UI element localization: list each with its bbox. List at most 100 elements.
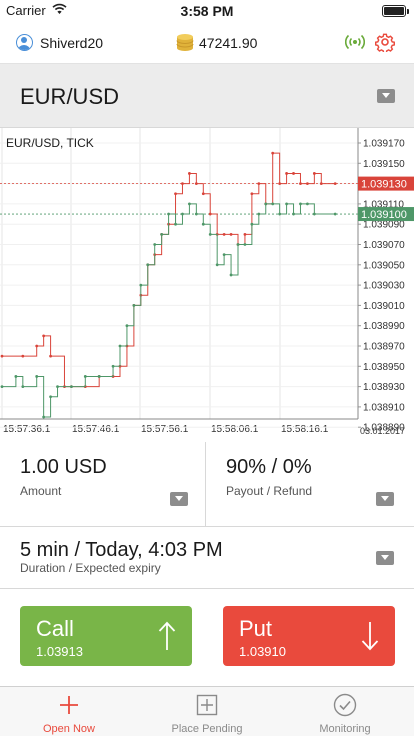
user-icon[interactable] bbox=[16, 34, 33, 51]
bid-point bbox=[125, 324, 129, 328]
y-tick-label: 1.038950 bbox=[363, 362, 405, 373]
bid-point bbox=[139, 283, 143, 287]
bid-point bbox=[14, 375, 18, 378]
chevron-down-icon[interactable] bbox=[170, 492, 188, 506]
amount-field[interactable]: 1.00 USD Amount bbox=[0, 442, 205, 526]
ask-point bbox=[299, 182, 302, 185]
instrument-selector[interactable]: EUR/USD bbox=[0, 64, 414, 128]
arrow-down-icon bbox=[361, 622, 379, 651]
amount-payout-row: 1.00 USD Amount 90% / 0% Payout / Refund bbox=[0, 442, 414, 527]
ask-point bbox=[250, 192, 254, 196]
bid-point bbox=[188, 202, 191, 206]
bid-point bbox=[146, 263, 150, 267]
put-label: Put bbox=[239, 616, 273, 641]
chart-svg: 15:57:36.1 15:57:46.1 15:57:56.1 15:58:06.1… bbox=[0, 128, 414, 436]
chart-title: EUR/USD, TICK bbox=[6, 136, 94, 150]
y-tick-label: 1.039030 bbox=[363, 281, 405, 292]
ask-point bbox=[21, 354, 25, 358]
tab-place-pending[interactable]: Place Pending bbox=[138, 687, 276, 736]
price-marker-label: 1.039100 bbox=[361, 209, 407, 221]
x-tick-label: 15:58:16.1 bbox=[281, 424, 329, 435]
bid-point bbox=[306, 202, 309, 206]
battery-icon bbox=[382, 5, 409, 17]
duration-label: Duration / Expected expiry bbox=[20, 561, 161, 575]
ask-point bbox=[42, 334, 46, 338]
ask-point bbox=[278, 182, 282, 185]
call-button[interactable]: Call 1.03913 bbox=[20, 606, 192, 666]
bid-point bbox=[167, 212, 170, 216]
plus-icon bbox=[60, 696, 78, 714]
bid-point bbox=[174, 222, 177, 226]
payout-label: Payout / Refund bbox=[226, 484, 313, 498]
bid-point bbox=[201, 222, 205, 226]
bid-point bbox=[257, 212, 261, 216]
check-circle-icon bbox=[333, 693, 357, 717]
y-tick-label: 1.039110 bbox=[363, 199, 404, 210]
price-chart[interactable]: 15:57:36.1 15:57:46.1 15:57:56.1 15:58:06.1… bbox=[0, 128, 414, 442]
chevron-down-icon[interactable] bbox=[376, 551, 394, 565]
bid-point bbox=[181, 212, 184, 216]
bid-point bbox=[118, 344, 122, 348]
divider bbox=[205, 442, 206, 526]
bid-point bbox=[70, 385, 73, 388]
y-tick-label: 1.039150 bbox=[363, 159, 405, 170]
account-bar: Shiverd20 47241.90 bbox=[0, 22, 414, 64]
payout-field[interactable]: 90% / 0% Payout / Refund bbox=[206, 442, 414, 526]
tab-bar: Open Now Place Pending Monitoring bbox=[0, 686, 414, 736]
bid-point bbox=[160, 232, 164, 236]
x-tick-label: 15:57:56.1 bbox=[141, 424, 189, 435]
y-tick-label: 1.039070 bbox=[363, 240, 405, 251]
bid-point bbox=[49, 395, 52, 399]
y-tick-label: 1.038930 bbox=[363, 382, 405, 393]
bid-point bbox=[194, 212, 198, 216]
bid-point bbox=[56, 385, 59, 388]
ask-point bbox=[333, 182, 337, 185]
bid-point bbox=[153, 243, 157, 246]
x-tick-label: 15:57:36.1 bbox=[3, 424, 51, 435]
price-marker-label: 1.039130 bbox=[361, 179, 407, 191]
bid-point bbox=[83, 375, 87, 378]
tab-label: Place Pending bbox=[171, 723, 243, 735]
bid-point bbox=[111, 364, 115, 368]
ask-point bbox=[243, 232, 247, 236]
bid-point bbox=[222, 253, 226, 257]
bid-point bbox=[278, 212, 282, 216]
ask-point bbox=[0, 354, 4, 358]
coins-icon bbox=[176, 34, 194, 51]
x-tick-label: 15:58:06.1 bbox=[211, 424, 259, 435]
ask-point bbox=[208, 212, 212, 216]
ask-point bbox=[174, 192, 177, 196]
bid-point bbox=[0, 385, 4, 388]
ask-point bbox=[49, 354, 52, 358]
ask-point bbox=[188, 172, 191, 175]
x-tick-label: 15:57:46.1 bbox=[72, 424, 120, 435]
bid-point bbox=[97, 375, 101, 378]
bid-point bbox=[208, 232, 212, 236]
tab-monitoring[interactable]: Monitoring bbox=[276, 687, 414, 736]
username[interactable]: Shiverd20 bbox=[40, 35, 104, 51]
chevron-down-icon[interactable] bbox=[377, 89, 395, 103]
bid-point bbox=[132, 304, 136, 307]
balance-value: 47241.90 bbox=[199, 35, 258, 51]
y-tick-label: 1.039010 bbox=[363, 301, 405, 312]
duration-field[interactable]: 5 min / Today, 4:03 PM Duration / Expect… bbox=[0, 527, 414, 588]
bid-point bbox=[21, 385, 25, 388]
bid-point bbox=[35, 375, 39, 378]
clock: 3:58 PM bbox=[180, 3, 234, 19]
gear-icon[interactable] bbox=[375, 32, 395, 52]
y-tick-label: 1.039090 bbox=[363, 220, 405, 231]
ask-point bbox=[319, 182, 323, 185]
duration-row: 5 min / Today, 4:03 PM Duration / Expect… bbox=[0, 527, 414, 589]
date-label: 03.01.2017 bbox=[360, 426, 405, 436]
duration-value: 5 min / Today, 4:03 PM bbox=[20, 539, 223, 561]
put-button[interactable]: Put 1.03910 bbox=[223, 606, 395, 666]
bid-point bbox=[243, 243, 247, 246]
tab-open-now[interactable]: Open Now bbox=[0, 687, 138, 736]
chevron-down-icon[interactable] bbox=[376, 492, 394, 506]
ask-point bbox=[194, 182, 198, 185]
add-square-icon bbox=[196, 694, 218, 716]
ask-point bbox=[35, 344, 39, 348]
amount-label: Amount bbox=[20, 484, 62, 498]
bid-point bbox=[299, 202, 302, 206]
call-label: Call bbox=[36, 616, 74, 641]
